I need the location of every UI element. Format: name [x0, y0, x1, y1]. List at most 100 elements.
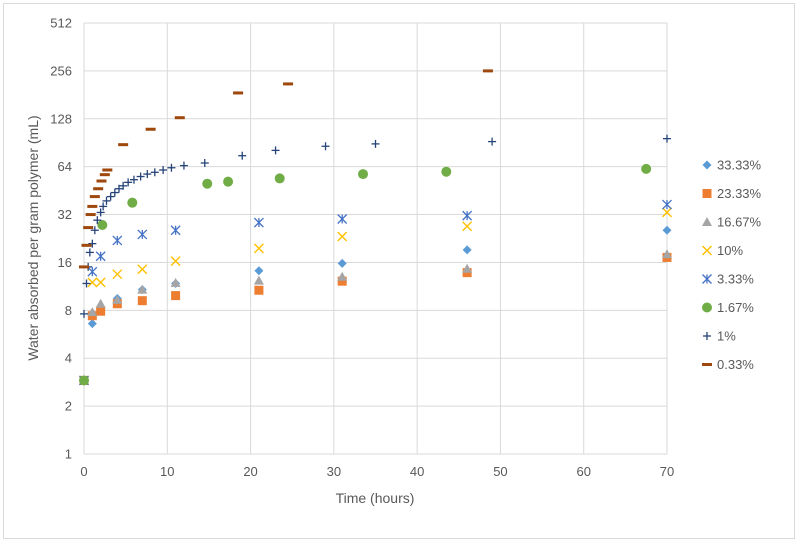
legend: 33.33% 23.33% 16.67% 10% 3.33% 1.67% 1% 0.33%	[702, 158, 762, 372]
data-point	[337, 271, 348, 281]
x-tick-labels: 0 10 20 30 40 50 60 70	[80, 464, 674, 479]
x-tick-label: 50	[493, 464, 507, 479]
data-point	[96, 208, 105, 217]
data-point	[254, 266, 264, 276]
data-point	[95, 298, 106, 308]
data-point	[337, 231, 348, 242]
data-point	[662, 207, 672, 218]
data-point	[137, 296, 147, 306]
legend-label: 1%	[717, 329, 736, 344]
y-axis-label: Water absorbed per gram polymer (mL)	[25, 115, 41, 360]
series-6	[80, 134, 671, 318]
data-point	[119, 181, 128, 190]
data-point	[102, 168, 113, 172]
data-point	[223, 176, 234, 187]
data-point	[88, 239, 97, 248]
data-point	[87, 319, 97, 329]
data-point	[482, 69, 493, 73]
y-tick-label: 2	[65, 399, 72, 414]
legend-item: 0.33%	[702, 357, 754, 372]
data-point	[118, 143, 129, 147]
data-point	[145, 127, 156, 131]
x-tick-label: 30	[327, 464, 341, 479]
data-point	[462, 245, 472, 255]
data-point	[462, 221, 473, 232]
data-point	[83, 226, 94, 230]
legend-label: 23.33%	[717, 186, 762, 201]
data-point	[179, 161, 188, 170]
data-point	[238, 151, 247, 160]
legend-item: 23.33%	[702, 186, 762, 201]
data-point	[136, 172, 145, 181]
data-point	[82, 279, 91, 288]
data-point	[112, 235, 123, 246]
series-4	[79, 199, 672, 386]
data-point	[200, 158, 209, 167]
data-point	[106, 192, 115, 201]
data-point	[137, 264, 148, 275]
y-tick-label: 4	[65, 351, 72, 366]
data-point	[87, 266, 98, 277]
legend-marker	[703, 332, 711, 340]
data-point	[89, 195, 100, 199]
data-point	[93, 216, 102, 225]
legend-label: 16.67%	[717, 215, 762, 230]
data-point	[129, 175, 138, 184]
data-point	[462, 210, 473, 221]
data-point	[253, 275, 264, 285]
data-point	[321, 142, 330, 151]
data-point	[79, 265, 89, 269]
data-point	[283, 82, 294, 86]
legend-label: 0.33%	[717, 357, 754, 372]
legend-marker	[702, 245, 712, 256]
data-point	[102, 196, 111, 205]
legend-item: 3.33%	[702, 272, 754, 287]
x-tick-label: 60	[576, 464, 590, 479]
data-point	[81, 243, 92, 247]
data-point	[124, 178, 133, 187]
data-point	[112, 269, 123, 280]
data-point	[170, 277, 181, 287]
data-point	[167, 163, 176, 172]
data-point	[80, 309, 88, 318]
data-point	[202, 178, 213, 189]
y-tick-label: 8	[65, 303, 72, 318]
x-axis-label: Time (hours)	[336, 490, 415, 506]
data-point	[441, 166, 452, 177]
data-point	[662, 249, 672, 259]
legend-marker	[702, 160, 712, 170]
data-point	[271, 146, 280, 155]
legend-marker	[702, 189, 712, 198]
series-7	[79, 69, 493, 269]
series-2	[79, 249, 672, 385]
data-point	[662, 225, 672, 235]
y-tick-labels: 1 2 4 8 16 32 64 128 256 512	[50, 16, 72, 462]
data-point	[150, 168, 159, 177]
data-point	[95, 251, 106, 262]
data-points	[79, 69, 672, 386]
y-tick-label: 512	[50, 16, 72, 31]
data-point	[170, 256, 181, 267]
y-tick-label: 64	[58, 159, 72, 174]
data-point	[488, 137, 497, 146]
gridlines	[83, 22, 668, 455]
legend-label: 10%	[717, 243, 743, 258]
data-point	[87, 277, 98, 288]
data-point	[95, 277, 106, 288]
data-point	[171, 291, 181, 301]
data-point	[79, 375, 89, 386]
legend-marker	[702, 274, 712, 284]
data-point	[114, 184, 123, 193]
data-point	[96, 179, 107, 183]
data-point	[99, 202, 108, 211]
data-point	[174, 116, 185, 120]
data-point	[96, 306, 106, 316]
x-tick-label: 20	[243, 464, 257, 479]
data-point	[99, 173, 110, 177]
y-tick-label: 1	[65, 447, 72, 462]
legend-item: 16.67%	[702, 215, 762, 230]
x-tick-label: 0	[80, 464, 87, 479]
data-point	[85, 213, 96, 217]
x-tick-label: 40	[410, 464, 424, 479]
